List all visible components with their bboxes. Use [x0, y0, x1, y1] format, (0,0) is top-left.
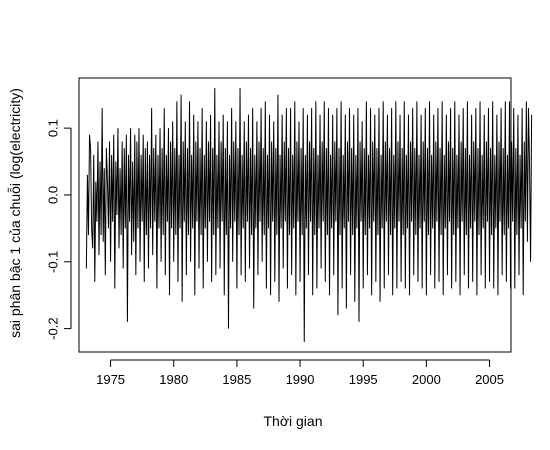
plot-frame — [78, 77, 512, 353]
series-line-0 — [85, 88, 533, 342]
x-tick-label: 1985 — [222, 372, 251, 387]
x-tick-label: 2005 — [475, 372, 504, 387]
y-axis: -0.2 -0.1 0.0 0.1 — [46, 119, 72, 340]
x-tick-label: 2000 — [412, 372, 441, 387]
y-tick-label: 0.0 — [46, 186, 61, 204]
x-axis-title: Thời gian — [264, 413, 323, 429]
y-tick-label: -0.2 — [46, 317, 61, 339]
x-tick-label: 1975 — [96, 372, 125, 387]
series-layer — [85, 88, 533, 342]
x-tick-label: 1980 — [159, 372, 188, 387]
x-tick-label: 1990 — [286, 372, 315, 387]
x-axis: 1975 1980 1985 1990 1995 2000 2005 — [96, 359, 504, 387]
y-tick-label: -0.1 — [46, 251, 61, 273]
x-tick-label: 1995 — [349, 372, 378, 387]
y-axis-title: sai phân bậc 1 của chuỗi (log(electricit… — [7, 88, 23, 338]
y-tick-label: 0.1 — [46, 119, 61, 137]
